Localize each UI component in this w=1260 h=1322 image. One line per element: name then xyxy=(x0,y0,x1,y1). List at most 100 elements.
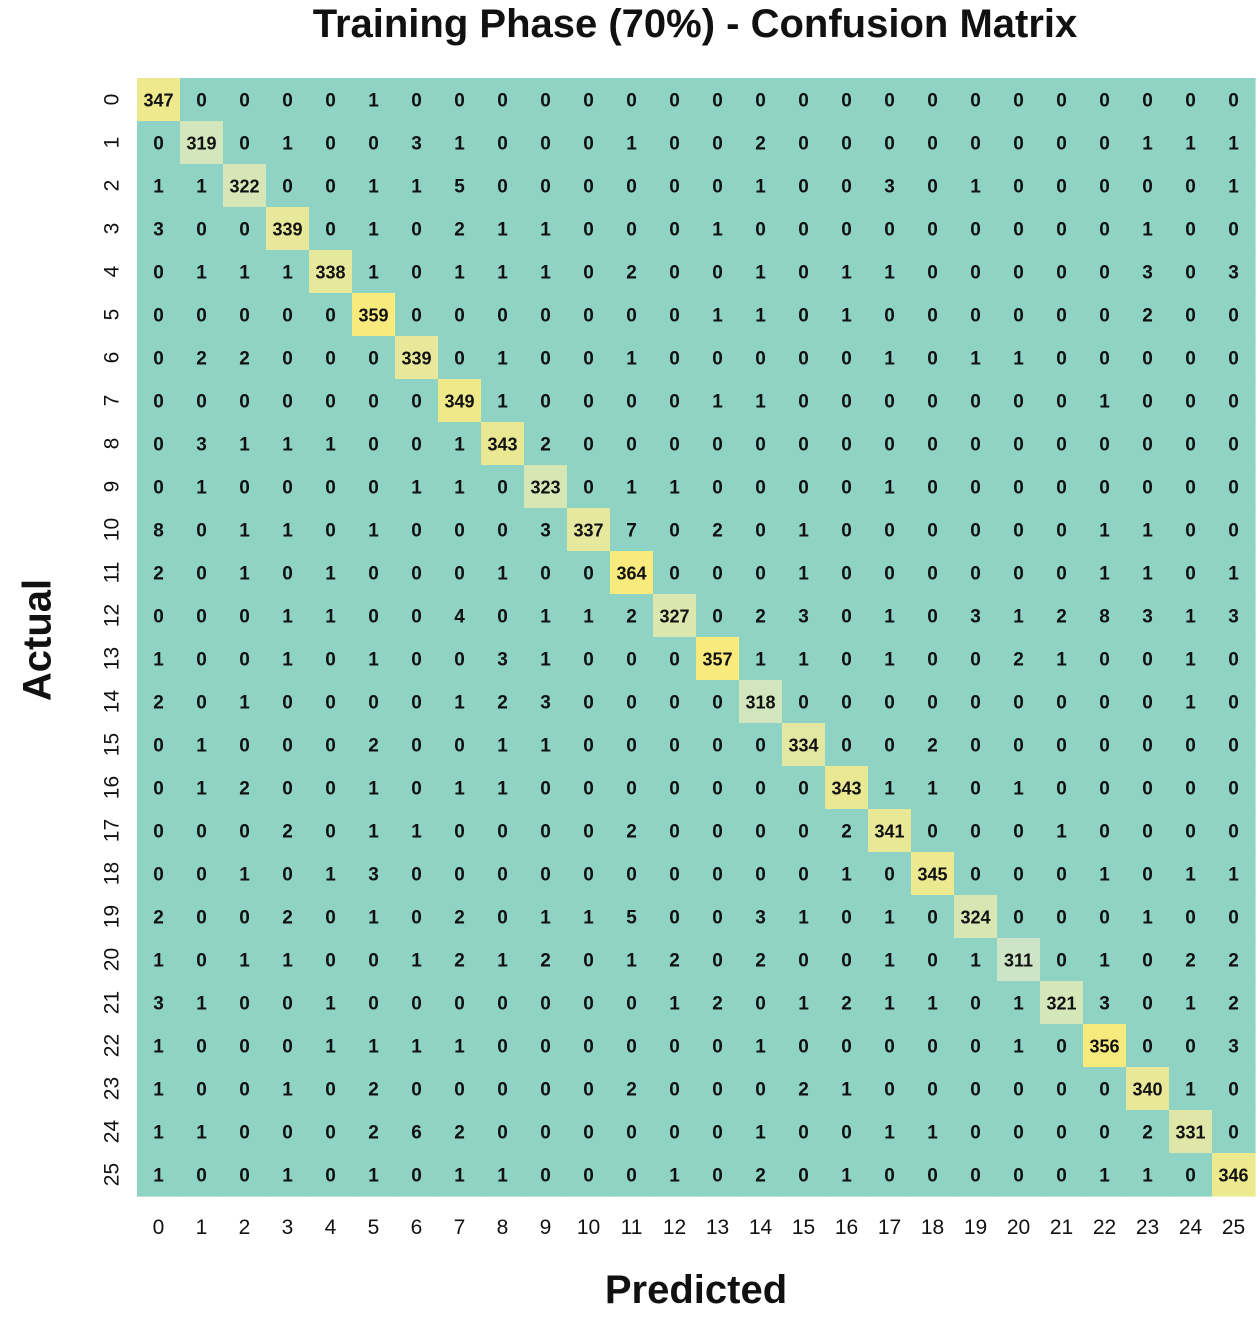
heatmap-cell xyxy=(1212,1024,1256,1068)
heatmap-cell xyxy=(825,981,869,1025)
cell-value-label: 1 xyxy=(884,263,895,284)
cell-value-label: 0 xyxy=(239,822,250,843)
cell-value-label: 1 xyxy=(798,994,809,1015)
cell-value-label: 1 xyxy=(626,478,637,499)
heatmap-cell xyxy=(1040,594,1084,638)
heatmap-cell xyxy=(223,680,267,724)
heatmap-cell xyxy=(1212,723,1256,767)
heatmap-cell xyxy=(438,895,482,939)
heatmap-cell xyxy=(997,895,1041,939)
cell-value-label: 0 xyxy=(712,779,723,800)
heatmap-cell xyxy=(911,766,955,810)
x-tick-label: 14 xyxy=(749,1216,773,1239)
cell-value-label: 0 xyxy=(798,134,809,155)
cell-value-label: 0 xyxy=(626,91,637,112)
cell-value-label: 1 xyxy=(196,1123,207,1144)
cell-value-label: 1 xyxy=(282,1080,293,1101)
cell-value-label: 1 xyxy=(1099,564,1110,585)
heatmap-cell xyxy=(481,1067,525,1111)
cell-value-label: 0 xyxy=(927,693,938,714)
heatmap-cell xyxy=(309,895,353,939)
heatmap-cell xyxy=(223,121,267,165)
heatmap-cell xyxy=(696,422,740,466)
cell-value-label: 1 xyxy=(368,177,379,198)
heatmap-cell xyxy=(868,1024,912,1068)
cell-value-label: 0 xyxy=(884,435,895,456)
cell-value-label: 0 xyxy=(1099,220,1110,241)
heatmap-cell xyxy=(524,207,568,251)
cell-value-label: 0 xyxy=(669,263,680,284)
cell-value-label: 1 xyxy=(1185,607,1196,628)
heatmap-cell xyxy=(1169,207,1213,251)
cell-value-label: 0 xyxy=(325,908,336,929)
y-tick-label: 19 xyxy=(101,905,124,928)
heatmap-cell xyxy=(739,164,783,208)
cell-value-label: 0 xyxy=(454,1080,465,1101)
heatmap-cell xyxy=(610,164,654,208)
cell-value-label: 0 xyxy=(1142,478,1153,499)
x-tick-label: 2 xyxy=(239,1216,251,1239)
cell-value-label: 319 xyxy=(186,134,216,154)
y-tick-label: 4 xyxy=(101,265,124,277)
cell-value-label: 1 xyxy=(411,478,422,499)
cell-value-label: 1 xyxy=(368,1166,379,1187)
cell-value-label: 1 xyxy=(1185,865,1196,886)
heatmap-cell xyxy=(352,1067,396,1111)
heatmap-cell xyxy=(1083,293,1127,337)
cell-value-label: 1 xyxy=(841,865,852,886)
cell-value-label: 1 xyxy=(1013,349,1024,370)
heatmap-cell xyxy=(911,680,955,724)
heatmap-cell xyxy=(782,164,826,208)
heatmap-cell xyxy=(1169,637,1213,681)
heatmap-cell xyxy=(352,1024,396,1068)
heatmap-cell xyxy=(610,78,654,122)
heatmap-cell xyxy=(739,1153,783,1197)
heatmap-cell xyxy=(481,594,525,638)
heatmap-cell xyxy=(696,293,740,337)
heatmap-cell xyxy=(911,852,955,896)
cell-value-label: 0 xyxy=(583,822,594,843)
heatmap-cell xyxy=(610,508,654,552)
cell-value-label: 0 xyxy=(153,306,164,327)
cell-value-label: 2 xyxy=(368,1123,379,1144)
heatmap-cell xyxy=(395,1110,439,1154)
heatmap-cell xyxy=(997,422,1041,466)
cell-value-label: 2 xyxy=(712,994,723,1015)
heatmap-cell xyxy=(653,594,697,638)
heatmap-cell xyxy=(782,723,826,767)
cell-value-label: 0 xyxy=(841,908,852,929)
heatmap-cell xyxy=(825,1110,869,1154)
heatmap-cell xyxy=(653,293,697,337)
cell-value-label: 2 xyxy=(841,822,852,843)
cell-value-label: 0 xyxy=(153,779,164,800)
cell-value-label: 0 xyxy=(239,736,250,757)
heatmap-cell xyxy=(782,1110,826,1154)
cell-value-label: 1 xyxy=(884,607,895,628)
x-tick-label: 17 xyxy=(878,1216,901,1239)
cell-value-label: 0 xyxy=(153,349,164,370)
heatmap-cell xyxy=(524,465,568,509)
heatmap-cell xyxy=(438,981,482,1025)
cell-value-label: 0 xyxy=(540,91,551,112)
heatmap-cell xyxy=(266,1153,310,1197)
heatmap-cell xyxy=(739,852,783,896)
heatmap-cell xyxy=(1040,121,1084,165)
heatmap-cell xyxy=(137,422,181,466)
cell-value-label: 0 xyxy=(411,779,422,800)
heatmap-cell xyxy=(1169,766,1213,810)
cell-value-label: 1 xyxy=(325,564,336,585)
cell-value-label: 0 xyxy=(540,1037,551,1058)
cell-value-label: 0 xyxy=(196,1037,207,1058)
heatmap-cell xyxy=(610,250,654,294)
heatmap-cell xyxy=(1040,852,1084,896)
heatmap-cell xyxy=(610,637,654,681)
cell-value-label: 1 xyxy=(196,478,207,499)
cell-value-label: 0 xyxy=(755,564,766,585)
heatmap-cell xyxy=(266,207,310,251)
cell-value-label: 5 xyxy=(626,908,637,929)
heatmap-cell xyxy=(1126,164,1170,208)
cell-value-label: 3 xyxy=(1228,263,1239,284)
cell-value-label: 1 xyxy=(1142,564,1153,585)
cell-value-label: 0 xyxy=(583,306,594,327)
heatmap-cell xyxy=(610,293,654,337)
